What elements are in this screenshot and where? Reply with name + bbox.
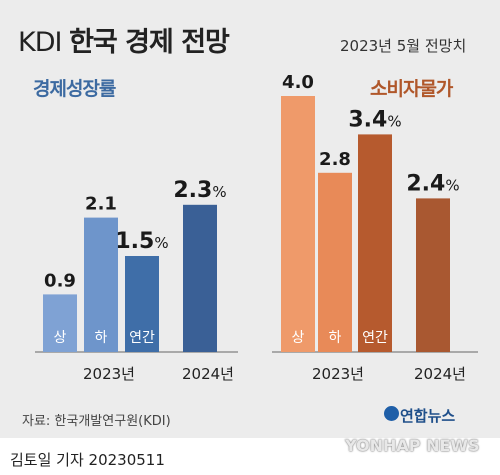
bar-category-label: 하: [95, 330, 108, 346]
bar-value-label: 1.5%: [115, 229, 168, 254]
bar-value-label: 2.4%: [406, 171, 459, 196]
source-note: 자료: 한국개발연구원(KDI): [22, 414, 171, 429]
bar-value-label: 4.0: [282, 72, 314, 93]
value-unit: %: [212, 183, 226, 201]
value-number: 4.0: [282, 72, 314, 93]
bar-category-label: 연간: [129, 330, 155, 346]
bar-value-label: 3.4%: [348, 107, 401, 132]
watermark: YONHAP NEWS: [345, 436, 480, 455]
page-title: KDI 한국 경제 전망: [18, 20, 230, 59]
author-credit: 김토일 기자 20230511: [10, 451, 165, 469]
yonhap-logo-icon: [384, 406, 399, 421]
value-unit: %: [387, 112, 401, 130]
growth-section-title: 경제성장률: [33, 78, 116, 100]
title-main: 한국 경제 전망: [69, 27, 230, 58]
value-unit: %: [445, 176, 459, 194]
bar: [358, 134, 392, 352]
x-tick-label: 2024년: [182, 365, 234, 383]
inflation-section-title: 소비자물가: [370, 78, 453, 100]
value-number: 2.3: [173, 178, 212, 203]
brand-name: 연합뉴스: [400, 407, 456, 425]
x-tick-label: 2023년: [83, 365, 135, 383]
value-number: 2.1: [85, 194, 117, 215]
chart-area: 0.9 상 2.1 하 1.5% 연간 2.3% 2023년 2024년 4.0 상 2.8 하 3.4%…: [35, 72, 478, 383]
value-number: 0.9: [44, 270, 76, 291]
title-kdi: KDI: [18, 27, 62, 58]
x-tick-label: 2024년: [414, 365, 466, 383]
bar: [318, 172, 352, 352]
x-tick-label: 2023년: [312, 365, 364, 383]
bar-category-label: 연간: [362, 330, 388, 346]
forecast-date: 2023년 5월 전망치: [340, 37, 467, 55]
bar-value-label: 2.1: [85, 194, 117, 215]
bar: [416, 198, 450, 352]
bar: [43, 294, 77, 352]
value-unit: %: [154, 234, 168, 252]
infographic-card: KDI 한국 경제 전망 2023년 5월 전망치 경제성장률 소비자물가 0.…: [0, 0, 500, 438]
value-number: 1.5: [115, 229, 154, 254]
bar: [84, 217, 118, 352]
bar: [125, 256, 159, 352]
bar-category-label: 하: [329, 330, 342, 346]
bar: [183, 204, 217, 352]
value-number: 3.4: [348, 107, 387, 132]
value-number: 2.8: [319, 149, 351, 170]
bar-value-label: 2.8: [319, 149, 351, 170]
bar-category-label: 상: [292, 330, 305, 346]
value-number: 2.4: [406, 171, 445, 196]
bar: [281, 96, 315, 352]
bar-value-label: 0.9: [44, 270, 76, 291]
bar-value-label: 2.3%: [173, 178, 226, 203]
bar-category-label: 상: [54, 330, 67, 346]
